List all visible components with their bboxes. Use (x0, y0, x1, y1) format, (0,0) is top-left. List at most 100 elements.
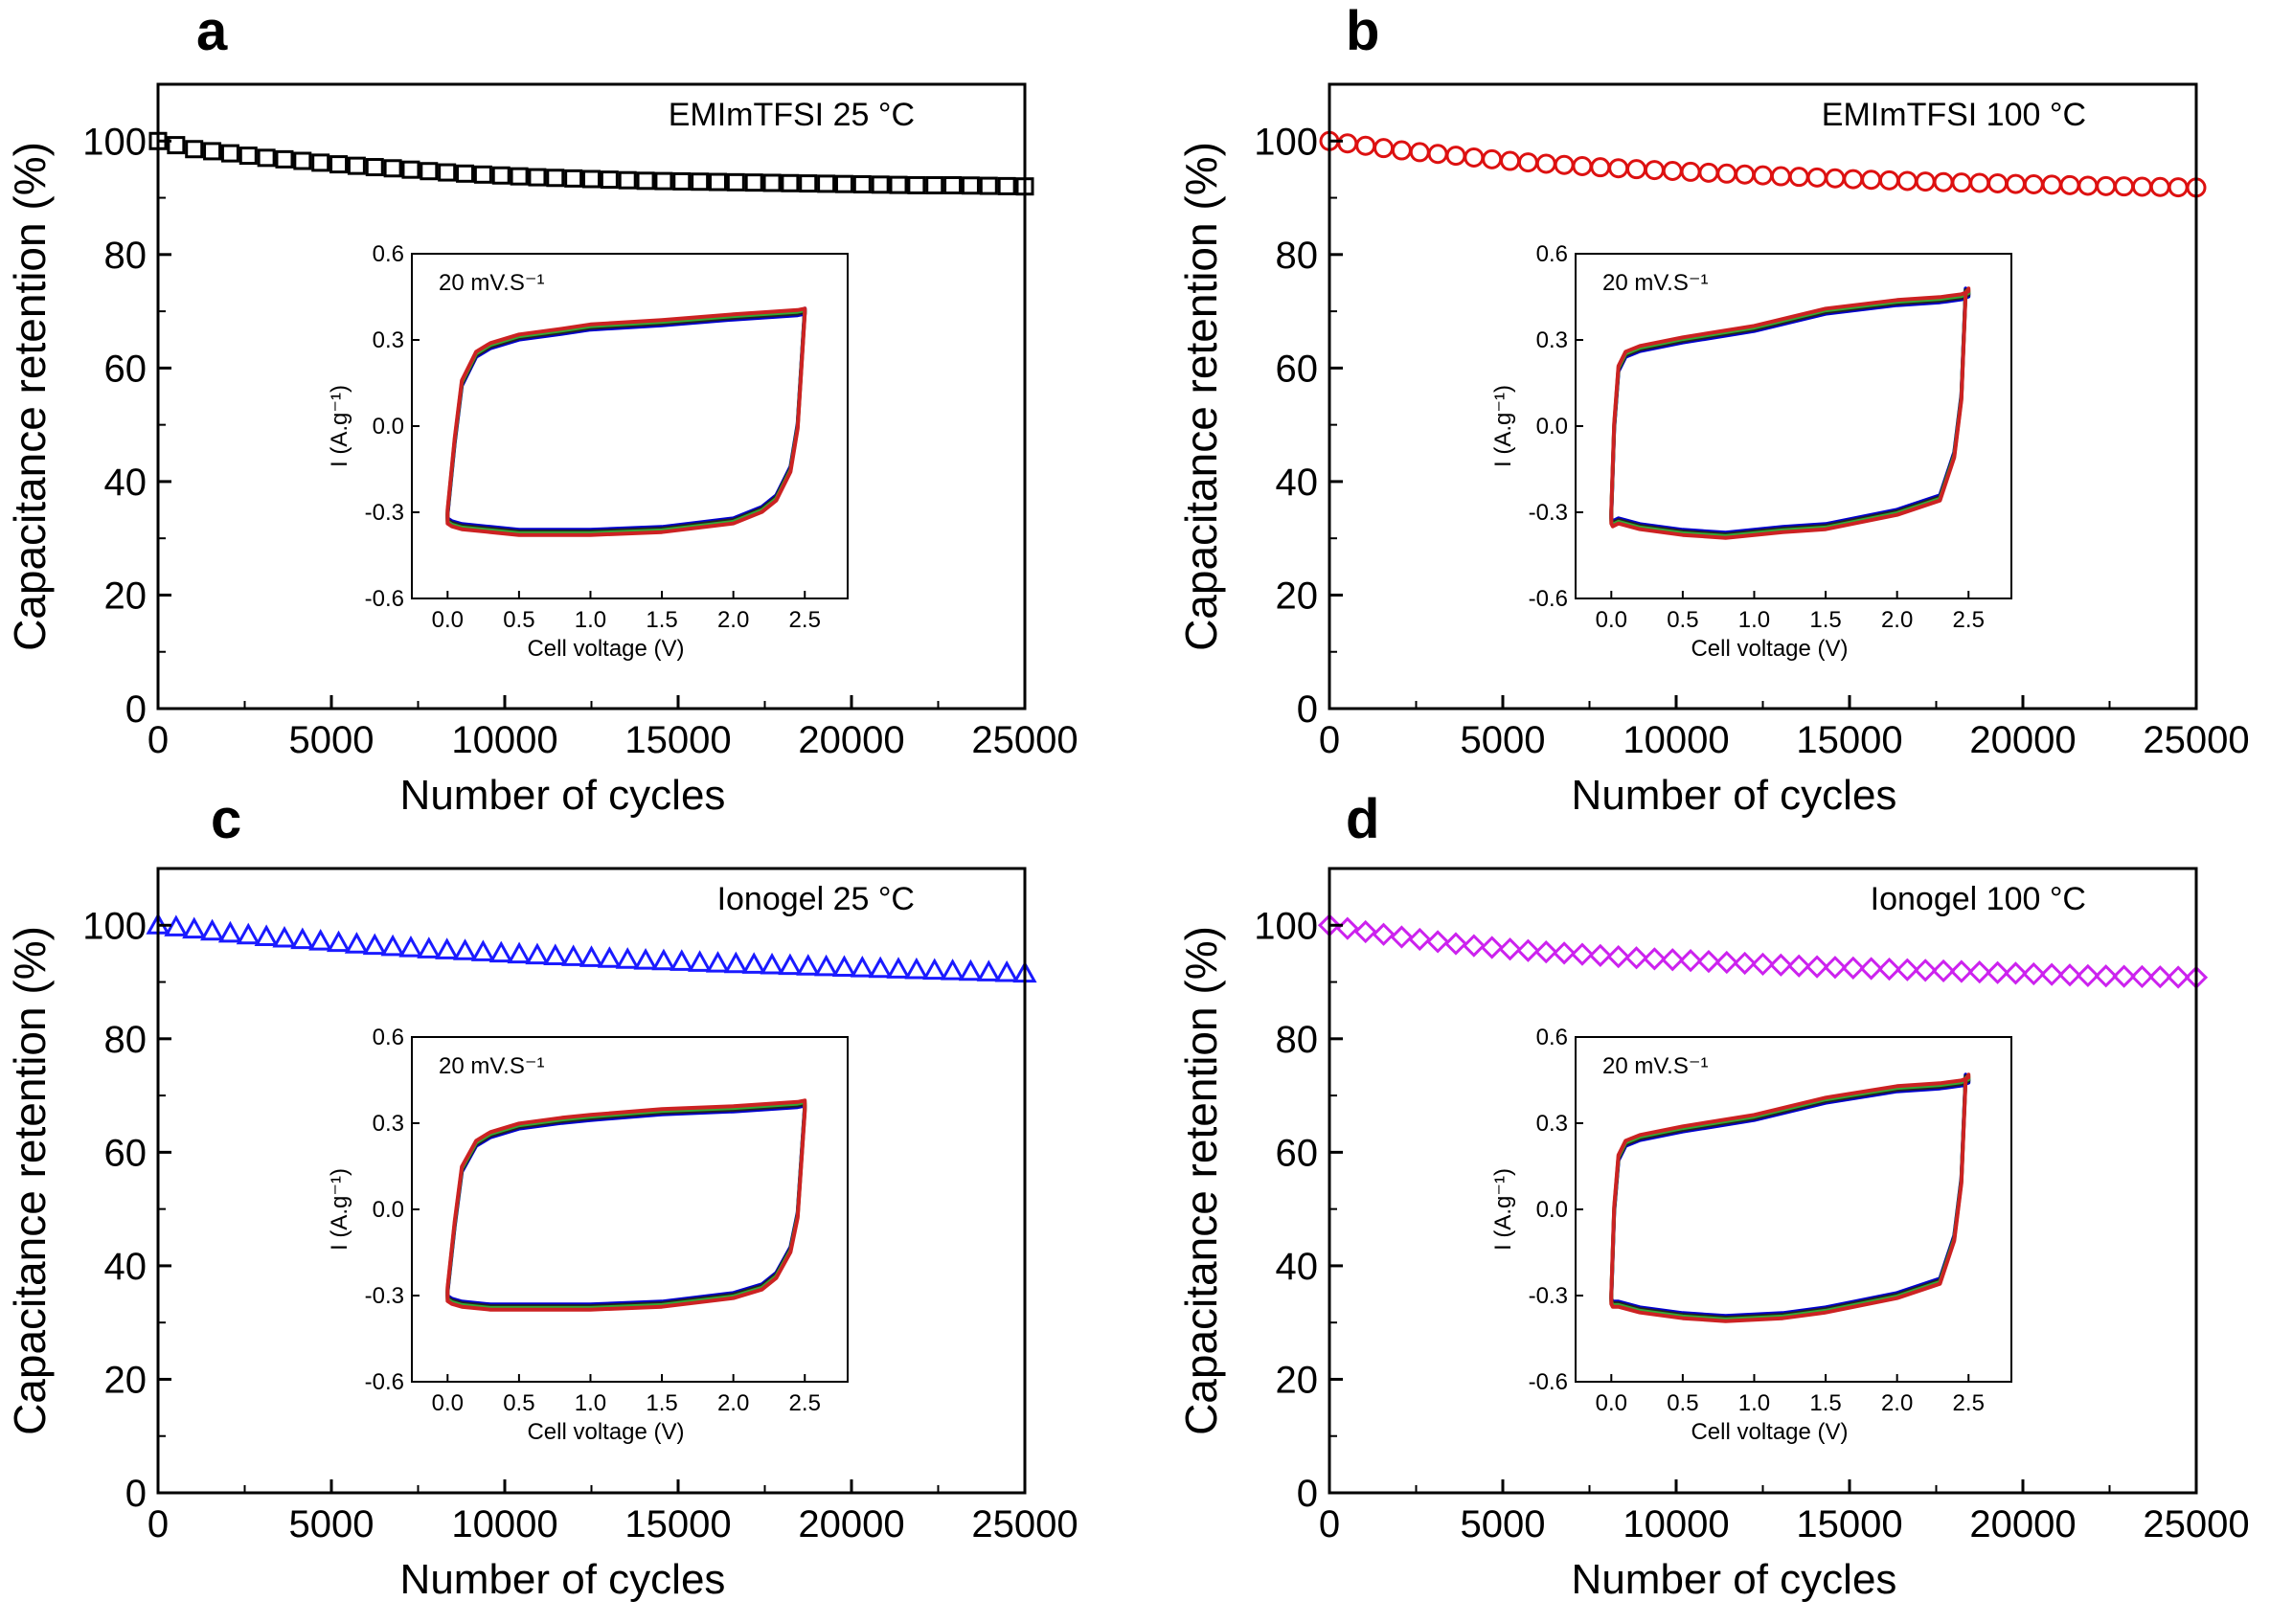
data-point-b (1878, 169, 1899, 191)
data-point-a (401, 160, 420, 179)
data-point-a (654, 171, 673, 191)
data-point-b (1482, 148, 1503, 169)
inset-y-tick-label-a: -0.3 (365, 500, 404, 526)
inset-x-tick-label-d: 0.5 (1667, 1390, 1698, 1416)
data-point-b (1337, 133, 1358, 154)
inset-x-tick-label-b: 2.5 (1953, 607, 1985, 633)
inset-y-tick-label-b: 0.0 (1536, 414, 1568, 440)
data-point-c (814, 954, 839, 977)
data-point-b (1572, 155, 1593, 176)
data-point-a (672, 171, 692, 191)
data-point-c (633, 948, 658, 970)
data-point-b (1355, 135, 1376, 156)
series-b (1319, 130, 2207, 198)
data-point-a (438, 163, 457, 182)
data-point-d (1480, 936, 1504, 959)
y-tick-label-d: 80 (1276, 1019, 1319, 1061)
inset-x-tick-label-b: 1.0 (1738, 607, 1770, 633)
data-point-a (238, 147, 258, 166)
data-point-d (1805, 955, 1829, 979)
data-point-a (528, 168, 547, 187)
y-tick-label-b: 20 (1276, 575, 1319, 617)
data-point-c (470, 939, 495, 961)
data-point-b (1698, 162, 1719, 183)
data-point-c (254, 924, 279, 946)
annotation-a: EMImTFSI 25 °C (669, 97, 915, 133)
inset-y-tick-label-b: 0.3 (1536, 327, 1568, 353)
inset-x-tick-label-c: 2.0 (717, 1390, 749, 1416)
data-point-c (435, 937, 460, 959)
data-point-a (546, 169, 565, 188)
data-point-d (1552, 941, 1577, 965)
x-tick-label-a: 20000 (798, 719, 904, 761)
x-tick-label-b: 25000 (2143, 719, 2249, 761)
data-point-b (1969, 172, 1990, 193)
inset-x-tick-label-b: 2.0 (1881, 607, 1913, 633)
data-point-a (744, 173, 763, 192)
data-point-d (1408, 927, 1432, 952)
data-point-d (1986, 960, 2009, 984)
inset-y-tick-label-d: 0.0 (1536, 1197, 1568, 1223)
data-point-d (1787, 954, 1811, 978)
inset-y-tick-label-b: 0.6 (1536, 241, 1568, 267)
data-point-c (236, 922, 261, 945)
inset-x-tick-label-d: 2.5 (1953, 1390, 1985, 1416)
y-tick-label-b: 80 (1276, 235, 1319, 277)
data-point-d (1516, 938, 1540, 962)
data-point-c (760, 952, 784, 975)
data-point-b (2041, 174, 2062, 195)
data-point-b (2149, 176, 2170, 197)
inset-x-label-d: Cell voltage (V) (1691, 1419, 1848, 1445)
inset-frame-b (1575, 253, 2012, 599)
inset-y-tick-label-b: -0.6 (1529, 586, 1568, 612)
data-point-a (997, 176, 1016, 195)
inset-y-tick-label-d: -0.3 (1529, 1283, 1568, 1309)
data-point-a (834, 174, 853, 193)
panel-letter-b: b (1346, 0, 1379, 62)
data-point-b (1680, 161, 1701, 182)
data-point-c (290, 927, 315, 950)
inset-rate-label-b: 20 mV.S⁻¹ (1602, 270, 1709, 296)
series-d (1317, 914, 2209, 989)
inset-frame-a (411, 253, 849, 599)
annotation-b: EMImTFSI 100 °C (1822, 97, 2086, 133)
data-point-b (2005, 173, 2026, 194)
inset-x-tick-label-c: 0.0 (432, 1390, 464, 1416)
data-point-a (781, 173, 800, 192)
data-point-c (507, 941, 532, 964)
data-point-a (311, 153, 330, 172)
y-axis-label-d: Capacitance retention (%) (1176, 926, 1226, 1435)
data-point-d (2022, 961, 2046, 986)
data-point-d (2112, 964, 2136, 988)
inset-a: 0.0 0.5 1.0 1.5 2.0 2.5 -0.6 -0.3 0.0 0.3 0.6 Cell … (327, 241, 849, 662)
panel-d: d 0 5000 10000 15000 20000 25000 0 20 40 60 80 100 Nu… (1176, 788, 2250, 1603)
data-point-b (1409, 142, 1430, 163)
panel-letter-c: c (211, 788, 241, 850)
y-tick-label-a: 40 (104, 462, 148, 504)
data-point-a (420, 162, 439, 181)
y-axis-label-b: Capacitance retention (%) (1176, 142, 1226, 651)
data-point-c (452, 938, 478, 960)
data-point-c (200, 918, 225, 941)
x-axis-label-a: Number of cycles (400, 772, 726, 819)
y-tick-label-d: 60 (1276, 1132, 1319, 1174)
cv-curve-d (1609, 1072, 1971, 1323)
data-point-b (1517, 152, 1538, 173)
inset-y-tick-label-b: -0.3 (1529, 500, 1568, 526)
inset-b: 0.0 0.5 1.0 1.5 2.0 2.5 -0.6 -0.3 0.0 0.3 0.6 Cell … (1490, 241, 2012, 662)
panel-letter-d: d (1346, 788, 1379, 850)
data-point-a (618, 170, 637, 190)
data-point-c (398, 935, 423, 958)
series-a (148, 131, 1034, 196)
data-point-b (1373, 138, 1395, 159)
data-point-b (1951, 172, 1972, 193)
data-point-d (1678, 949, 1703, 973)
data-point-c (615, 947, 640, 969)
data-point-d (1643, 947, 1667, 971)
x-tick-label-b: 0 (1319, 719, 1340, 761)
y-tick-label-d: 0 (1297, 1473, 1318, 1515)
data-point-a (473, 165, 492, 184)
data-point-d (1877, 957, 1901, 981)
data-point-d (1895, 958, 1919, 981)
inset-frame-d (1575, 1036, 2012, 1383)
